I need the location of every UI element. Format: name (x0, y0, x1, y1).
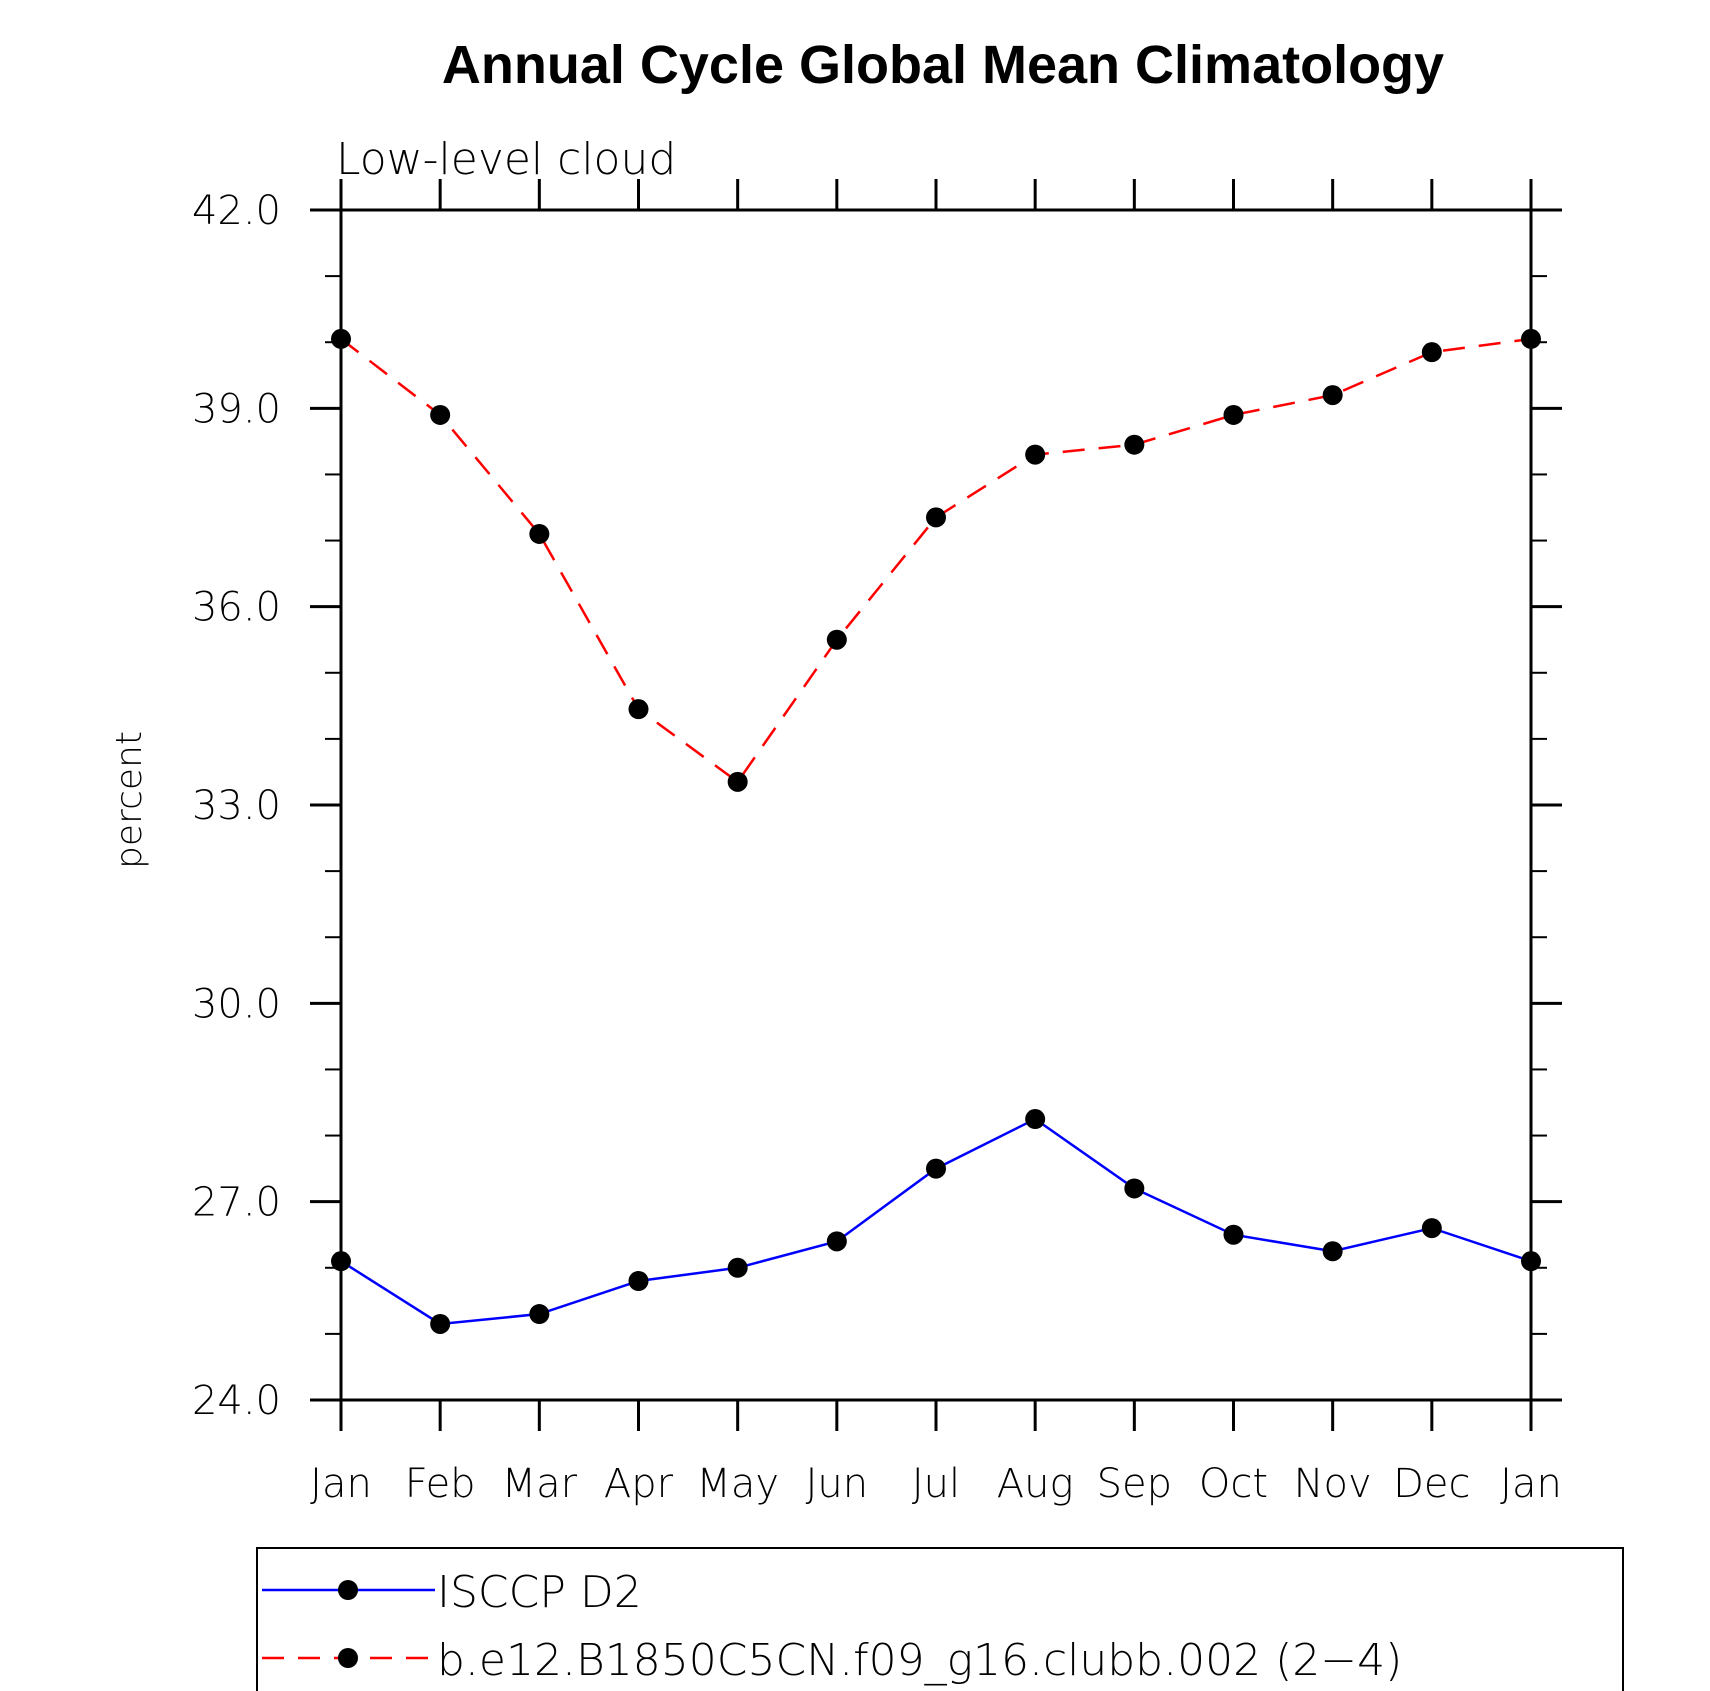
data-point-s1 (1322, 1241, 1343, 1262)
data-point-s2 (727, 771, 748, 792)
series-line-2 (340, 337, 1532, 784)
data-point-s2 (628, 699, 649, 720)
data-point-s1 (727, 1257, 748, 1278)
data-point-s2 (430, 404, 451, 425)
y-tick-label: 27.0 (192, 1180, 281, 1226)
data-point-s2 (926, 507, 946, 528)
data-point-s2 (1322, 385, 1343, 406)
data-point-s2 (1124, 434, 1145, 455)
y-tick-label: 24.0 (192, 1378, 281, 1424)
data-point-s1 (1124, 1178, 1145, 1199)
series-line-1 (340, 1117, 1532, 1326)
chart-title: Annual Cycle Global Mean Climatology (442, 35, 1444, 95)
x-tick-label: Aug (997, 1461, 1074, 1507)
x-tick-label: Mar (502, 1461, 578, 1507)
x-tick-label: Feb (405, 1461, 476, 1507)
y-tick-label: 30.0 (192, 981, 281, 1027)
y-axis-label: percent (109, 731, 150, 869)
x-tick-label: Jun (806, 1461, 869, 1507)
legend: ISCCP D2 b.e12.B1850C5CN.f09_g16.clubb.00… (256, 1547, 1624, 1691)
plot-frame (339, 208, 1533, 1402)
data-point-s1 (628, 1271, 649, 1291)
legend-swatch-marker-2 (338, 1648, 358, 1668)
x-tick-label: Jul (912, 1461, 960, 1507)
data-point-s1 (926, 1158, 946, 1179)
x-tick-label: Nov (1294, 1461, 1372, 1507)
data-point-s1 (1025, 1109, 1046, 1130)
x-tick-label: Sep (1097, 1461, 1172, 1507)
x-tick-label: Oct (1199, 1461, 1268, 1507)
data-point-s1 (529, 1304, 550, 1325)
legend-swatch-marker-1 (338, 1580, 358, 1600)
x-tick-label: Dec (1393, 1461, 1470, 1507)
legend-label-2: b.e12.B1850C5CN.f09_g16.clubb.002 (2−4) (437, 1635, 1402, 1686)
data-point-s1 (826, 1231, 847, 1252)
data-point-s1 (1421, 1218, 1442, 1239)
y-tick-label: 36.0 (192, 585, 281, 631)
y-tick-label: 42.0 (192, 188, 281, 234)
x-tick-label: Jan (1500, 1461, 1562, 1507)
x-tick-label: May (696, 1461, 779, 1507)
legend-box (256, 1547, 1624, 1691)
data-point-s2 (1421, 342, 1442, 363)
data-point-s2 (529, 523, 550, 544)
x-tick-label: Jan (310, 1461, 372, 1507)
data-point-s2 (826, 629, 847, 650)
data-point-s2 (1223, 404, 1244, 425)
chart-subtitle: Low-level cloud (336, 134, 676, 185)
series-layer (331, 328, 1541, 1334)
x-tick-label: Apr (604, 1461, 674, 1507)
data-point-s1 (430, 1313, 451, 1334)
data-point-s1 (1223, 1224, 1244, 1245)
data-point-s2 (1025, 444, 1046, 465)
axis-ticks: 24.0 27.0 30.0 33.0 36.0 39.0 42.0 Jan Feb Mar Apr… (192, 179, 1562, 1507)
y-tick-label: 39.0 (192, 386, 281, 432)
y-tick-label: 33.0 (192, 783, 281, 829)
legend-label-1: ISCCP D2 (437, 1567, 642, 1618)
